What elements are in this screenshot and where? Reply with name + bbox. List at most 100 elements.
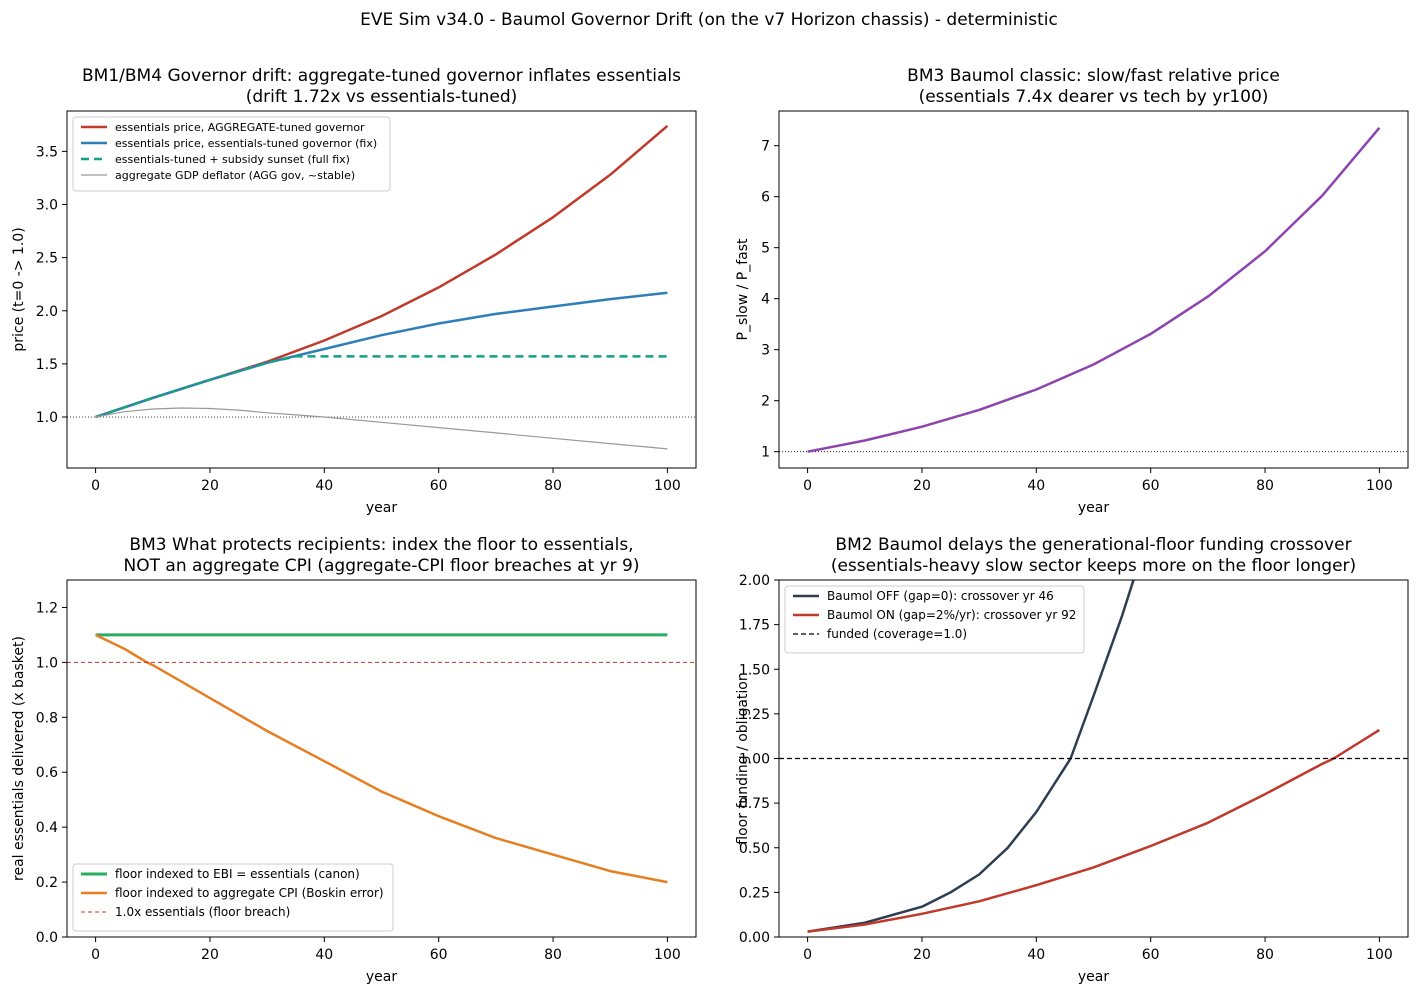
x-tick-label: 60 xyxy=(430,478,448,494)
legend-box xyxy=(784,585,1085,654)
x-tick-label: 0 xyxy=(91,478,100,494)
y-tick-label: 1.0 xyxy=(36,655,58,671)
x-tick-label: 20 xyxy=(913,478,931,494)
x-tick-label: 100 xyxy=(1366,947,1393,963)
y-tick-label: 0.25 xyxy=(739,885,770,901)
series-group xyxy=(95,124,669,450)
series-group xyxy=(67,633,696,884)
axes-frame xyxy=(778,110,1409,469)
x-tick-label: 20 xyxy=(201,478,219,494)
y-tick-label: 1.00 xyxy=(739,752,770,768)
x-tick-label: 40 xyxy=(1027,947,1045,963)
y-axis-label: price (t=0 -> 1.0) xyxy=(11,227,27,351)
axes-frame xyxy=(66,110,697,469)
chart-title-line: BM3 Baumol classic: slow/fast relative p… xyxy=(907,66,1280,86)
x-axis-label: year xyxy=(1078,500,1109,516)
y-tick-label: 0.0 xyxy=(36,930,58,946)
x-tick-label: 40 xyxy=(315,478,333,494)
y-tick-label: 6 xyxy=(761,190,770,206)
x-tick-label: 60 xyxy=(430,947,448,963)
chart-title-line: (essentials 7.4x dearer vs tech by yr100… xyxy=(919,87,1269,107)
legend-label: 1.0x essentials (floor breach) xyxy=(115,905,290,919)
y-tick-label: 2.0 xyxy=(36,304,58,320)
series-line xyxy=(807,126,1381,453)
legend: essentials price, AGGREGATE-tuned govern… xyxy=(72,116,391,192)
y-tick-label: 3.5 xyxy=(36,144,58,160)
x-tick-label: 0 xyxy=(803,478,812,494)
y-tick-label: 5 xyxy=(761,241,770,257)
series-group xyxy=(807,126,1381,453)
legend-box xyxy=(72,863,394,932)
legend-label: floor indexed to EBI = essentials (canon… xyxy=(115,867,360,881)
legend-label: funded (coverage=1.0) xyxy=(827,627,967,641)
legend-label: essentials price, essentials-tuned gover… xyxy=(115,137,377,150)
x-tick-label: 40 xyxy=(1027,478,1045,494)
y-tick-label: 1.25 xyxy=(739,707,770,723)
x-tick-label: 80 xyxy=(544,947,562,963)
x-axis-label: year xyxy=(366,500,397,516)
chart-title-line: BM2 Baumol delays the generational-floor… xyxy=(835,535,1351,555)
x-tick-label: 20 xyxy=(201,947,219,963)
series-line xyxy=(807,728,1381,933)
x-tick-label: 80 xyxy=(1256,947,1274,963)
legend-label: aggregate GDP deflator (AGG gov, ~stable… xyxy=(115,169,355,182)
chart-title-line: BM3 What protects recipients: index the … xyxy=(129,535,633,555)
y-axis-label: floor funding / obligation xyxy=(735,672,751,845)
chart-floor: BM3 What protects recipients: index the … xyxy=(11,535,697,985)
chart-gov: BM1/BM4 Governor drift: aggregate-tuned … xyxy=(11,66,697,516)
x-tick-label: 0 xyxy=(803,947,812,963)
series-group xyxy=(779,580,1408,933)
x-tick-label: 40 xyxy=(315,947,333,963)
x-axis-label: year xyxy=(366,969,397,985)
figure-suptitle: EVE Sim v34.0 - Baumol Governor Drift (o… xyxy=(360,10,1058,30)
legend-label: Baumol OFF (gap=0): crossover yr 46 xyxy=(827,589,1054,603)
axes-frame xyxy=(66,579,697,938)
y-tick-label: 0.2 xyxy=(36,875,58,891)
y-tick-label: 1.0 xyxy=(36,410,58,426)
x-tick-label: 100 xyxy=(1366,478,1393,494)
y-tick-label: 0.4 xyxy=(36,820,58,836)
chart-title-line: (drift 1.72x vs essentials-tuned) xyxy=(246,87,518,107)
y-tick-label: 1.50 xyxy=(739,662,770,678)
y-tick-label: 0.8 xyxy=(36,710,58,726)
legend-label: essentials price, AGGREGATE-tuned govern… xyxy=(115,121,365,134)
x-tick-label: 80 xyxy=(1256,478,1274,494)
y-tick-label: 2.00 xyxy=(739,573,770,589)
x-axis-label: year xyxy=(1078,969,1109,985)
series-line xyxy=(95,355,668,419)
legend: floor indexed to EBI = essentials (canon… xyxy=(72,863,394,932)
x-tick-label: 20 xyxy=(913,947,931,963)
y-tick-label: 1 xyxy=(761,445,770,461)
chart-title-line: (essentials-heavy slow sector keeps more… xyxy=(831,556,1356,576)
y-tick-label: 1.5 xyxy=(36,357,58,373)
series-line xyxy=(95,633,668,884)
x-tick-label: 100 xyxy=(654,947,681,963)
legend-label: floor indexed to aggregate CPI (Boskin e… xyxy=(115,886,384,900)
y-tick-label: 3.0 xyxy=(36,198,58,214)
series-line xyxy=(807,580,1135,933)
y-tick-label: 2 xyxy=(761,394,770,410)
y-tick-label: 0.6 xyxy=(36,765,58,781)
y-tick-label: 3 xyxy=(761,343,770,359)
series-line xyxy=(95,291,668,419)
y-tick-label: 1.75 xyxy=(739,618,770,634)
legend-label: Baumol ON (gap=2%/yr): crossover yr 92 xyxy=(827,608,1076,622)
x-tick-label: 60 xyxy=(1142,478,1160,494)
y-axis-label: real essentials delivered (x basket) xyxy=(11,636,27,881)
y-axis-label: P_slow / P_fast xyxy=(735,238,751,341)
chart-rel: BM3 Baumol classic: slow/fast relative p… xyxy=(735,66,1409,516)
chart-fund: BM2 Baumol delays the generational-floor… xyxy=(735,535,1409,985)
x-tick-label: 0 xyxy=(91,947,100,963)
x-tick-label: 100 xyxy=(654,478,681,494)
y-tick-label: 0.75 xyxy=(739,796,770,812)
chart-title-line: BM1/BM4 Governor drift: aggregate-tuned … xyxy=(82,66,681,86)
y-tick-label: 1.2 xyxy=(36,600,58,616)
y-tick-label: 0.00 xyxy=(739,930,770,946)
legend: Baumol OFF (gap=0): crossover yr 46 Baumo… xyxy=(784,585,1085,654)
chart-title-line: NOT an aggregate CPI (aggregate-CPI floo… xyxy=(124,556,640,576)
y-tick-label: 0.50 xyxy=(739,841,770,857)
legend-label: essentials-tuned + subsidy sunset (full … xyxy=(115,153,350,166)
y-tick-label: 7 xyxy=(761,139,770,155)
